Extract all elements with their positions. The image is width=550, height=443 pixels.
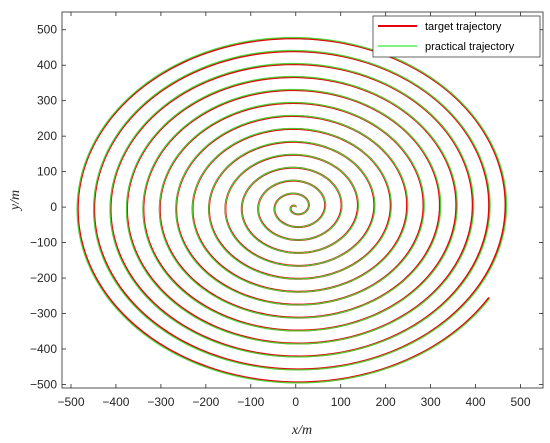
x-tick-label: −400 <box>102 395 129 409</box>
x-tick-label: 300 <box>421 395 441 409</box>
y-axis-ticks: −500 −400 −300 −200 −100 0 100 200 300 400 500 <box>30 23 543 391</box>
plot-background <box>62 12 543 388</box>
x-tick-label: −500 <box>57 395 84 409</box>
y-tick-label: 300 <box>37 94 57 108</box>
x-tick-label: 0 <box>292 395 299 409</box>
series-layer <box>76 36 508 384</box>
x-tick-label: −100 <box>237 395 264 409</box>
y-tick-label: −500 <box>30 377 57 391</box>
legend-label-target: target trajectory <box>425 21 502 33</box>
x-tick-label: 200 <box>376 395 396 409</box>
y-tick-label: −200 <box>30 271 57 285</box>
x-tick-label: −200 <box>192 395 219 409</box>
y-tick-label: 0 <box>50 200 57 214</box>
y-tick-label: −300 <box>30 307 57 321</box>
y-tick-label: −100 <box>30 236 57 250</box>
legend-label-practical: practical trajectory <box>425 41 515 53</box>
legend-box <box>372 15 541 58</box>
x-tick-label: 100 <box>331 395 351 409</box>
y-tick-label: 400 <box>37 58 57 72</box>
y-axis-label: y/m <box>8 190 23 212</box>
x-tick-label: 400 <box>466 395 486 409</box>
legend: target trajectory practical trajectory <box>372 15 541 58</box>
y-tick-label: −400 <box>30 342 57 356</box>
x-axis-label: x/m <box>291 423 312 438</box>
series-line-practical-trajectory <box>76 36 508 384</box>
y-tick-label: 100 <box>37 165 57 179</box>
x-tick-label: 500 <box>511 395 531 409</box>
y-tick-label: 200 <box>37 129 57 143</box>
x-tick-label: −300 <box>147 395 174 409</box>
x-axis-ticks: −500 −400 −300 −200 −100 0 100 200 300 400 500 <box>57 12 531 409</box>
axes-box <box>61 11 544 389</box>
y-tick-label: 500 <box>37 23 57 37</box>
